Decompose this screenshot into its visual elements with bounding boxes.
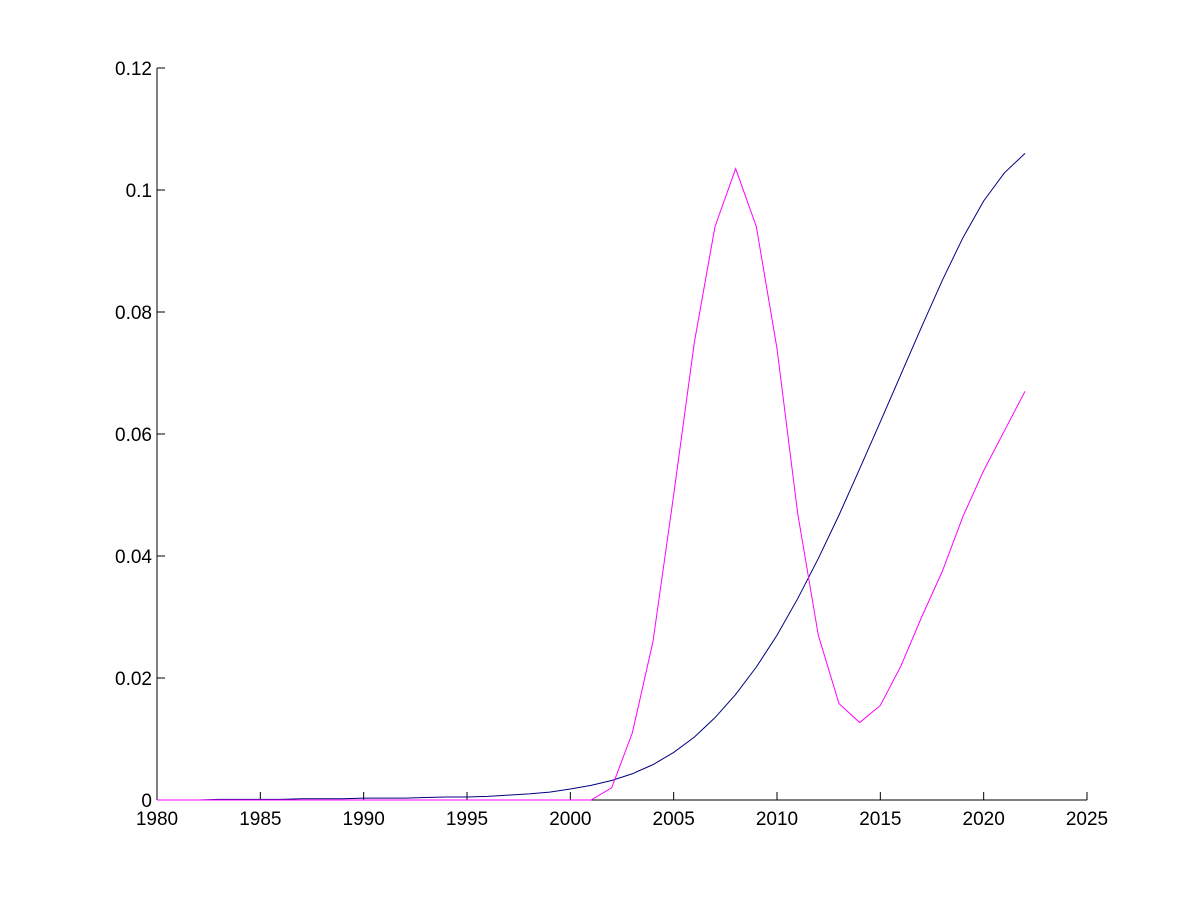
y-tick-label: 0.04 xyxy=(115,547,152,568)
x-tick-label: 2020 xyxy=(963,809,1005,830)
y-tick-label: 0.12 xyxy=(115,59,152,80)
y-tick-label: 0.02 xyxy=(115,669,152,690)
y-tick-label: 0.1 xyxy=(126,181,152,202)
y-tick-label: 0 xyxy=(141,791,152,812)
series-line xyxy=(157,167,1026,801)
x-tick-label: 2000 xyxy=(549,809,591,830)
y-tick-label: 0.08 xyxy=(115,303,152,324)
x-tick-label: 2025 xyxy=(1066,809,1108,830)
x-tick-label: 1980 xyxy=(136,809,178,830)
x-tick-label: 2010 xyxy=(756,809,798,830)
x-tick-label: 1995 xyxy=(446,809,488,830)
series-line xyxy=(157,153,1026,801)
x-tick-label: 2005 xyxy=(653,809,695,830)
y-tick-label: 0.06 xyxy=(115,425,152,446)
x-tick-label: 1985 xyxy=(239,809,281,830)
x-tick-label: 1990 xyxy=(343,809,385,830)
x-tick-label: 2015 xyxy=(859,809,901,830)
